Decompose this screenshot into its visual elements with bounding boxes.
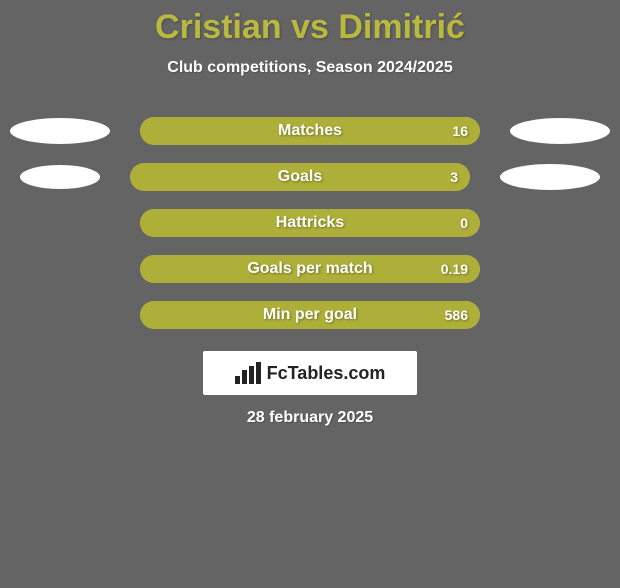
stat-label: Hattricks	[276, 214, 344, 232]
stat-bar: Matches 16	[140, 117, 480, 145]
stat-value: 586	[445, 307, 468, 323]
right-ellipse	[500, 164, 600, 190]
footer-logo: FcTables.com	[203, 351, 417, 395]
bars-icon	[235, 362, 261, 384]
stat-value: 0.19	[441, 261, 468, 277]
stat-value: 3	[450, 169, 458, 185]
stat-value: 16	[452, 123, 468, 139]
footer-logo-text: FcTables.com	[267, 363, 386, 384]
left-ellipse	[20, 165, 100, 189]
stat-label: Matches	[278, 122, 342, 140]
stat-bar: Min per goal 586	[140, 301, 480, 329]
stat-row: Goals per match 0.19	[0, 255, 620, 283]
stat-label: Goals	[278, 168, 322, 186]
page-title: Cristian vs Dimitrić	[0, 8, 620, 47]
stat-bar: Goals 3	[130, 163, 470, 191]
stat-bar: Goals per match 0.19	[140, 255, 480, 283]
stat-label: Min per goal	[263, 306, 357, 324]
stat-row: Matches 16	[0, 117, 620, 145]
footer-date: 28 february 2025	[0, 409, 620, 427]
stat-label: Goals per match	[247, 260, 372, 278]
stat-row: Min per goal 586	[0, 301, 620, 329]
stat-value: 0	[460, 215, 468, 231]
page-subtitle: Club competitions, Season 2024/2025	[0, 59, 620, 77]
right-ellipse	[510, 118, 610, 144]
left-ellipse	[10, 118, 110, 144]
stats-list: Matches 16 Goals 3 Hattricks 0 Goals per match…	[0, 117, 620, 329]
stat-bar: Hattricks 0	[140, 209, 480, 237]
chart-container: Cristian vs Dimitrić Club competitions, …	[0, 8, 620, 588]
stat-row: Hattricks 0	[0, 209, 620, 237]
stat-row: Goals 3	[0, 163, 620, 191]
